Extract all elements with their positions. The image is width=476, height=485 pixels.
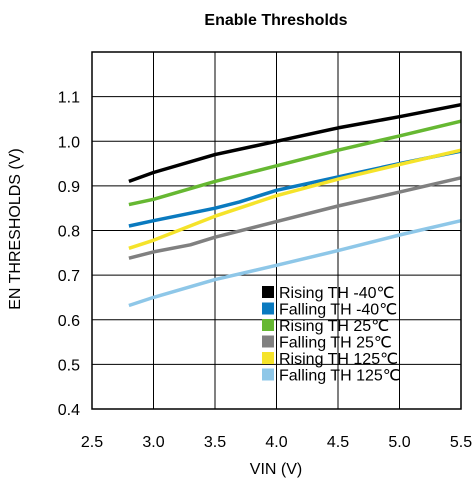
legend-swatch-4 <box>262 352 274 364</box>
series-line-2 <box>128 119 462 207</box>
y-tick-label: 1.0 <box>58 134 80 151</box>
legend-label-2: Rising TH 25℃ <box>279 318 389 335</box>
x-axis-title: VIN (V) <box>250 461 302 478</box>
y-tick-label: 0.8 <box>58 224 80 241</box>
legend-label-5: Falling TH 125℃ <box>279 368 401 385</box>
y-tick-label: 1.1 <box>58 90 80 107</box>
series-line-5 <box>128 218 462 308</box>
x-tick-label: 3.0 <box>142 434 164 451</box>
tick-labels: 2.5 3.0 3.5 4.0 4.5 5.0 5.5 0.4 0.5 0.6 0.7 0.8 0.9 1… <box>58 90 472 451</box>
x-tick-label: 3.5 <box>204 434 226 451</box>
plot-frame <box>91 51 462 410</box>
legend-label-0: Rising TH -40℃ <box>279 285 394 302</box>
y-axis-title: EN THRESHOLDS (V) <box>7 148 24 310</box>
x-tick-label: 5.5 <box>450 434 472 451</box>
y-tick-label: 0.4 <box>58 402 80 419</box>
series-line-0 <box>128 102 462 184</box>
x-tick-label: 4.5 <box>327 434 349 451</box>
legend-swatch-0 <box>262 286 274 298</box>
legend-swatch-2 <box>262 319 274 331</box>
series-lines <box>128 102 462 308</box>
x-tick-label: 5.0 <box>388 434 410 451</box>
chart-title: Enable Thresholds <box>204 12 347 29</box>
legend-swatch-1 <box>262 302 274 315</box>
series-line-3 <box>128 176 462 260</box>
series-line-4 <box>128 148 462 250</box>
grid <box>91 52 462 410</box>
legend-swatch-3 <box>262 335 274 348</box>
x-tick-label: 2.5 <box>81 434 103 451</box>
y-tick-label: 0.5 <box>58 357 80 374</box>
legend-label-4: Rising TH 125℃ <box>279 351 398 368</box>
y-tick-label: 0.9 <box>58 179 80 196</box>
y-tick-label: 0.7 <box>58 268 80 285</box>
x-tick-label: 4.0 <box>265 434 287 451</box>
legend-swatch-5 <box>262 368 274 381</box>
legend-label-3: Falling TH 25℃ <box>279 335 392 352</box>
y-tick-label: 0.6 <box>58 313 80 330</box>
legend-label-1: Falling TH -40℃ <box>279 302 397 319</box>
